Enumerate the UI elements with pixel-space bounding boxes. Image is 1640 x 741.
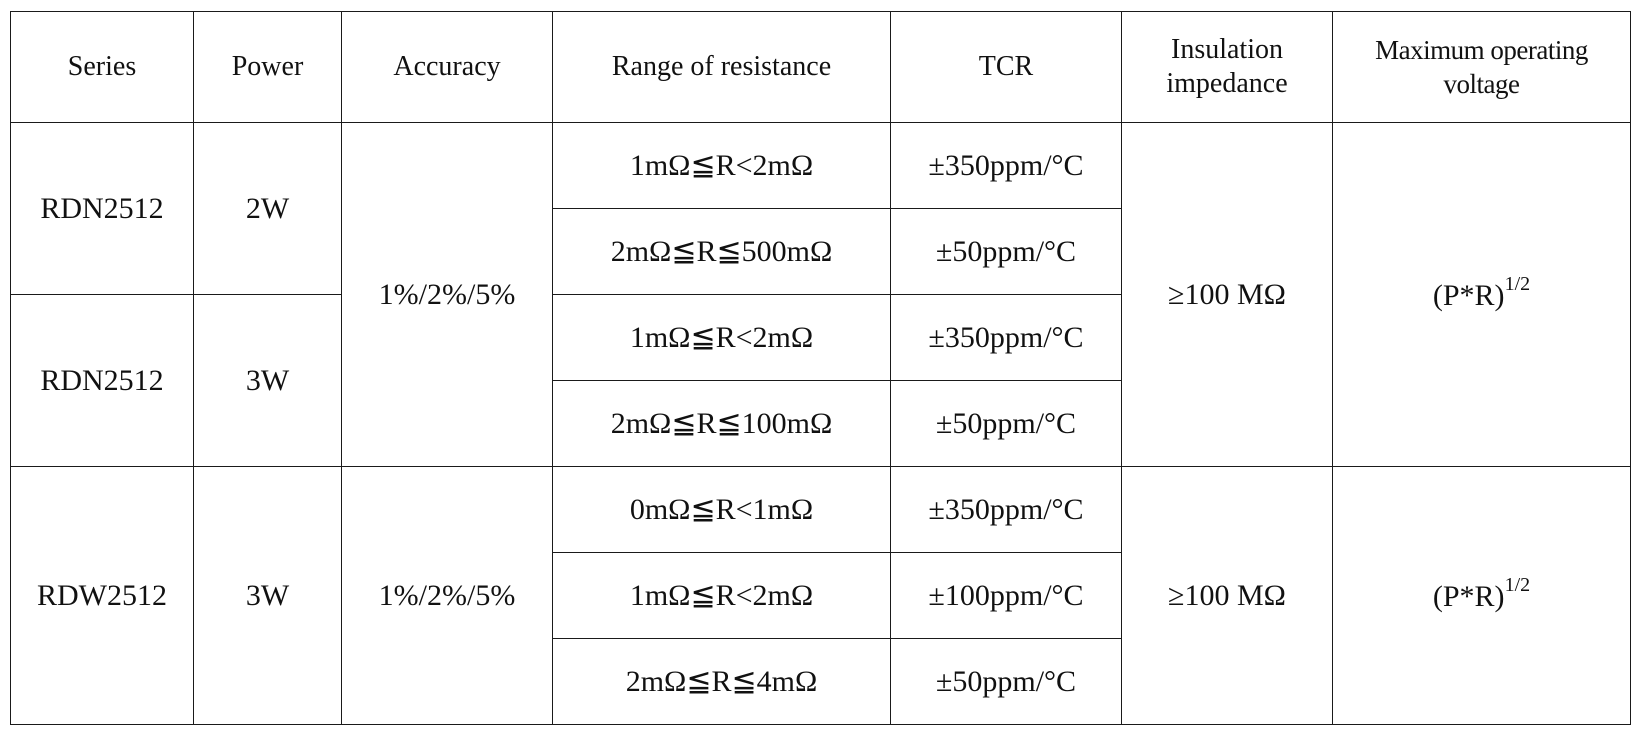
tcr-cell: ±350ppm/°C [890,294,1122,381]
insulation-cell: ≥100 MΩ [1121,466,1333,725]
header-insulation: Insulation impedance [1121,11,1333,123]
series-cell: RDW2512 [10,466,194,725]
header-max-voltage: Maximum operating voltage [1332,11,1631,123]
header-tcr: TCR [890,11,1122,123]
series-cell: RDN2512 [10,294,194,467]
tcr-cell: ±350ppm/°C [890,122,1122,209]
accuracy-cell: 1%/2%/5% [341,122,553,467]
header-max-voltage-line2: voltage [1443,69,1520,99]
resistor-spec-table: Series Power Accuracy Range of resistanc… [10,11,1631,725]
tcr-cell: ±100ppm/°C [890,552,1122,639]
table-row: 2mΩ≦R≦500mΩ ±50ppm/°C [11,208,1631,295]
max-voltage-exponent: 1/2 [1504,272,1531,295]
header-insulation-line2: impedance [1166,68,1288,99]
max-voltage-cell: (P*R)1/2 [1332,466,1631,725]
power-cell: 3W [193,466,342,725]
range-cell: 2mΩ≦R≦100mΩ [552,380,891,467]
max-voltage-base: (P*R) [1432,278,1505,312]
range-cell: 2mΩ≦R≦500mΩ [552,208,891,295]
range-cell: 1mΩ≦R<2mΩ [552,122,891,209]
table-row: 2mΩ≦R≦4mΩ ±50ppm/°C [11,638,1631,725]
header-insulation-line1: Insulation [1171,34,1283,65]
header-series: Series [10,11,194,123]
max-voltage-exponent: 1/2 [1504,573,1531,596]
series-cell: RDN2512 [10,122,194,295]
range-cell: 1mΩ≦R<2mΩ [552,552,891,639]
range-cell: 0mΩ≦R<1mΩ [552,466,891,553]
header-max-voltage-line1: Maximum operating [1375,35,1588,65]
header-range: Range of resistance [552,11,891,123]
max-voltage-cell: (P*R)1/2 [1332,122,1631,467]
tcr-cell: ±350ppm/°C [890,466,1122,553]
range-cell: 1mΩ≦R<2mΩ [552,294,891,381]
table-row: 1mΩ≦R<2mΩ ±100ppm/°C [11,552,1631,639]
tcr-cell: ±50ppm/°C [890,638,1122,725]
header-accuracy: Accuracy [341,11,553,123]
tcr-cell: ±50ppm/°C [890,208,1122,295]
power-cell: 2W [193,122,342,295]
table-row: RDN2512 2W 1%/2%/5% 1mΩ≦R<2mΩ ±350ppm/°C… [10,122,1631,467]
header-power: Power [193,11,342,123]
range-cell: 2mΩ≦R≦4mΩ [552,638,891,725]
accuracy-cell: 1%/2%/5% [341,466,553,725]
tcr-cell: ±50ppm/°C [890,380,1122,467]
max-voltage-base: (P*R) [1432,579,1505,613]
power-cell: 3W [193,294,342,467]
table-row: RDW2512 3W 1%/2%/5% 0mΩ≦R<1mΩ ±350ppm/°C… [10,466,1631,725]
table-header-row: Series Power Accuracy Range of resistanc… [10,11,1631,123]
insulation-cell: ≥100 MΩ [1121,122,1333,467]
